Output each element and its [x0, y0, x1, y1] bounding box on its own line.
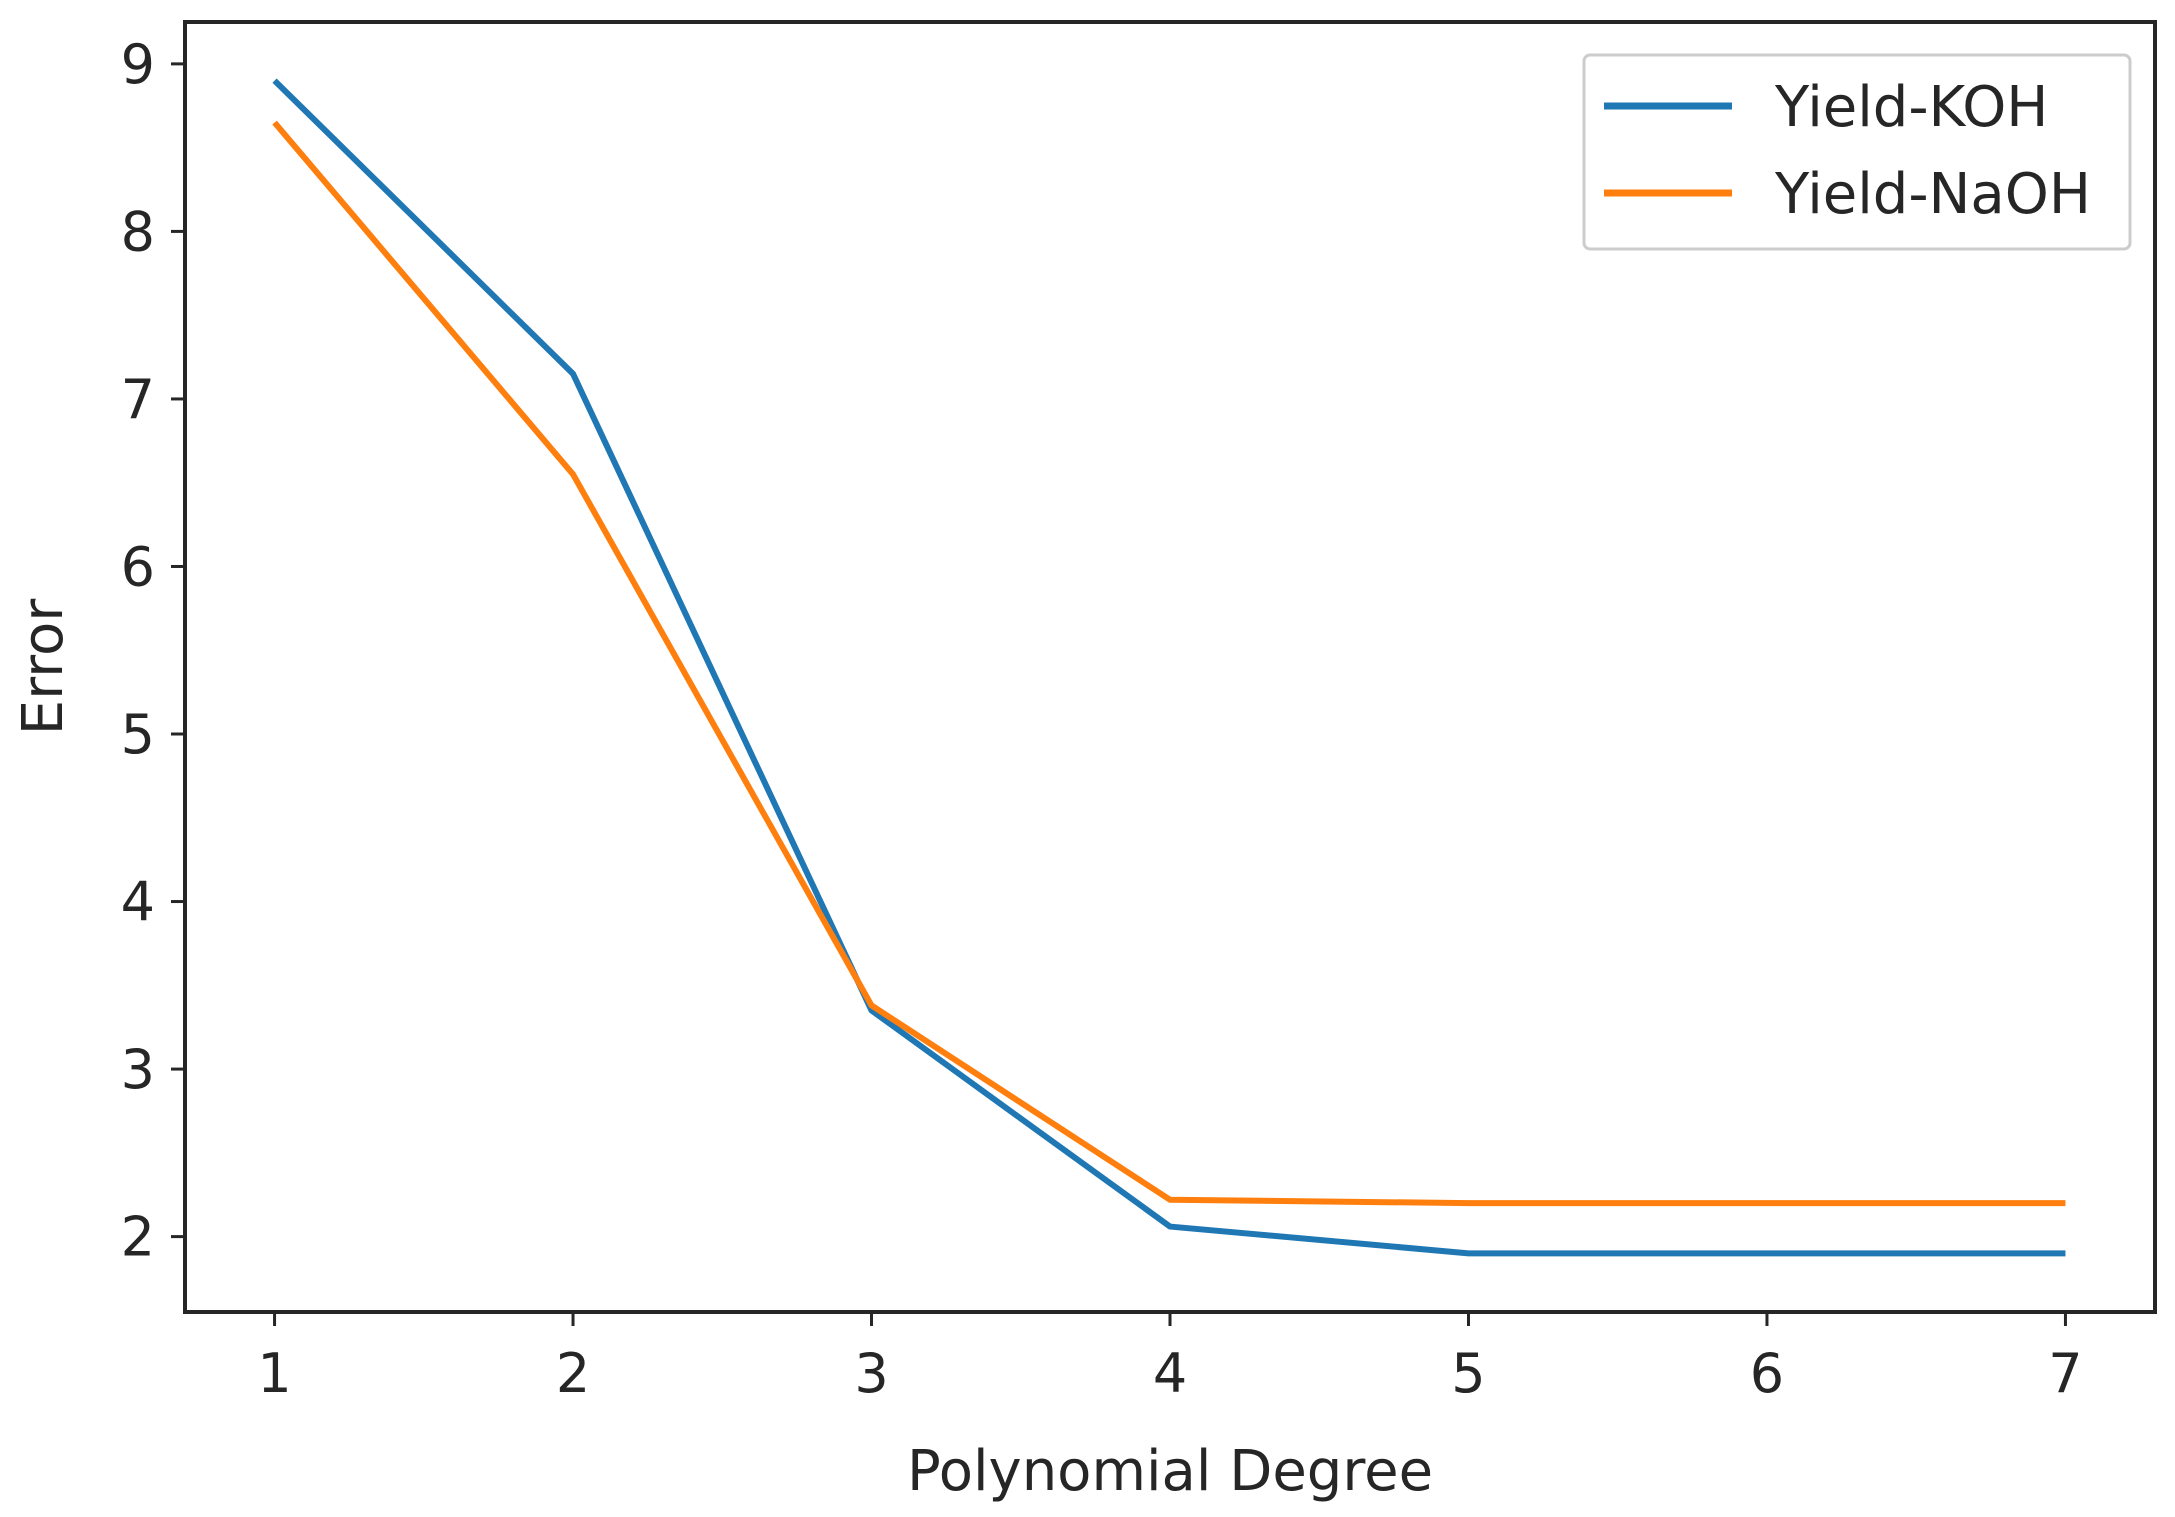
y-tick-label: 5: [121, 703, 155, 766]
series-line-yield-naoh: [272, 120, 2066, 1207]
y-tick-label: 3: [121, 1038, 155, 1101]
y-tick-label: 6: [121, 535, 155, 598]
legend: Yield-KOH Yield-NaOH: [1582, 53, 2132, 251]
series-line-yield-koh: [272, 78, 2066, 1257]
x-tick-label: 7: [2048, 1342, 2082, 1405]
y-tick-label: 4: [121, 871, 155, 934]
x-tick-label: 3: [854, 1342, 888, 1405]
x-tick-label: 6: [1750, 1342, 1784, 1405]
x-axis-label: Polynomial Degree: [907, 1439, 1433, 1504]
y-axis-ticks: 2 3 4 5 6 7 8 9: [121, 33, 185, 1269]
y-tick-label: 7: [121, 368, 155, 431]
x-tick-label: 1: [257, 1342, 291, 1405]
y-axis-label: Error: [11, 598, 76, 735]
legend-label-yield-naoh: Yield-NaOH: [1774, 162, 2091, 227]
y-tick-label: 9: [121, 33, 155, 96]
x-tick-label: 5: [1451, 1342, 1485, 1405]
y-tick-label: 2: [121, 1206, 155, 1269]
series-lines: [272, 78, 2066, 1257]
x-tick-label: 4: [1153, 1342, 1187, 1405]
x-axis-ticks: 1 2 3 4 5 6 7: [257, 1312, 2083, 1405]
y-tick-label: 8: [121, 200, 155, 263]
legend-label-yield-koh: Yield-KOH: [1774, 75, 2048, 140]
x-tick-label: 2: [556, 1342, 590, 1405]
